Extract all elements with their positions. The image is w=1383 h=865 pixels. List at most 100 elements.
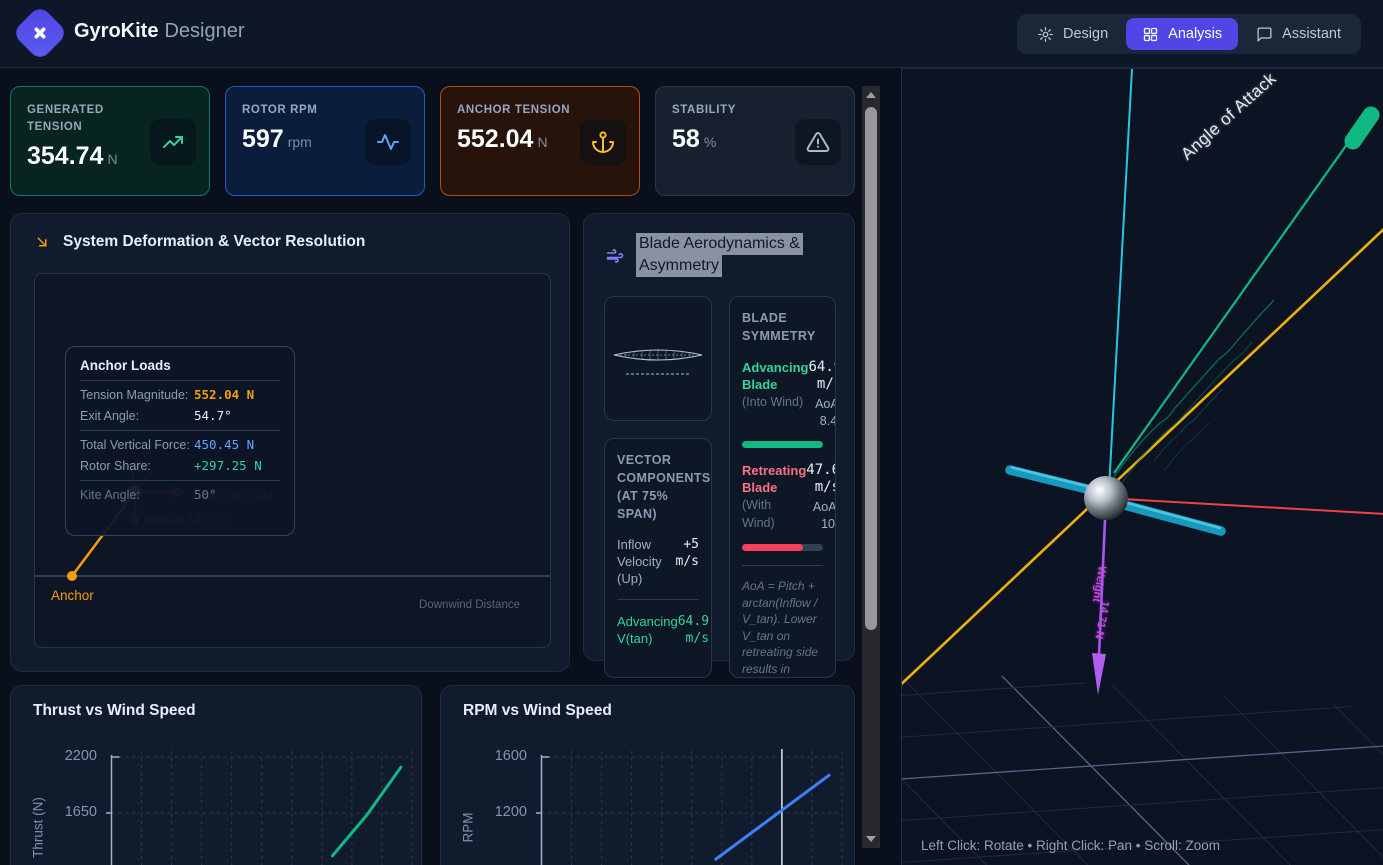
stat-unit: N — [107, 151, 118, 167]
rotor-share-value: +297.25 N — [194, 458, 262, 473]
inflow-value: +5 m/s — [675, 537, 699, 569]
advancing-bar — [742, 441, 823, 448]
panel-blade-aerodynamics: Blade Aerodynamics & Asymmetry VECTOR C — [583, 213, 855, 678]
advancing-aoa: AoA: 8.4° — [815, 397, 835, 428]
anchor-label: Anchor — [51, 588, 94, 603]
y-axis-label: Thrust (N) — [30, 797, 46, 858]
retreating-bar — [742, 544, 823, 551]
wind-axis — [1121, 498, 1383, 515]
advancing-blade-row: Advancing Blade (Into Wind) 64.9 m/s AoA: … — [742, 359, 835, 430]
anchor-loads-box: Anchor Loads Tension Magnitude: 552.04 N … — [65, 346, 295, 536]
grid-icon — [1143, 27, 1158, 41]
advancing-blade-sub: (Into Wind) — [742, 395, 804, 409]
arrow-down-right-icon — [37, 237, 47, 247]
y-tick: 2200 — [64, 748, 97, 764]
panel-title: System Deformation & Vector Resolution — [33, 233, 365, 251]
panel-title: Blade Aerodynamics & Asymmetry — [606, 233, 803, 277]
loads-row-rotor-share: Rotor Share: +297.25 N — [80, 458, 280, 473]
deformation-diagram: Drag 190.58N Weight 14.71N Anchor Downwi… — [34, 273, 551, 648]
chevron-up-icon — [866, 92, 876, 98]
panel-title-line2: Asymmetry — [636, 255, 722, 277]
stat-card-stability: STABILITY 58% — [655, 86, 855, 196]
anchor-point — [67, 571, 77, 581]
divider — [617, 599, 699, 600]
stat-card-anchor-tension: ANCHOR TENSION 552.04 N — [440, 86, 640, 196]
stat-label: GENERATED TENSION — [27, 104, 104, 133]
stat-value: 58% — [672, 125, 717, 153]
rotor-blades — [1005, 465, 1226, 536]
alert-triangle-icon — [795, 119, 841, 165]
y-tick: 1600 — [494, 748, 527, 764]
tab-assistant-label: Assistant — [1282, 26, 1341, 42]
advancing-speed: 64.9 m/s — [808, 359, 835, 392]
tab-assistant[interactable]: Assistant — [1240, 18, 1357, 50]
weight-arrowhead-3d — [1092, 653, 1106, 695]
exit-angle-value: 54.7° — [194, 408, 232, 423]
wind-icon — [606, 249, 624, 263]
loads-row-tension: Tension Magnitude: 552.04 N — [80, 387, 280, 402]
divider — [80, 430, 280, 431]
advancing-vtan-row: Advancing V(tan) 64.9 m/s — [617, 614, 710, 646]
loads-row-kite-angle: Kite Angle: 50° — [80, 487, 280, 502]
vector-components-heading: VECTOR COMPONENTS (AT 75% SPAN) — [617, 453, 711, 521]
anchor-loads-title: Anchor Loads — [80, 358, 280, 381]
kite-angle-value: 50° — [194, 487, 217, 502]
stat-card-generated-tension: GENERATED TENSION 354.74 N — [10, 86, 210, 196]
scroll-up-button[interactable] — [862, 86, 880, 104]
airfoil-caption — [626, 372, 690, 375]
vector-components-box: VECTOR COMPONENTS (AT 75% SPAN) Inflow V… — [604, 438, 712, 678]
anchor-icon — [580, 119, 626, 165]
page-title: GyroKite Designer — [74, 20, 245, 43]
chevron-down-icon — [866, 836, 876, 842]
stat-label: STABILITY — [672, 104, 736, 116]
tension-value: 552.04 N — [194, 387, 255, 402]
chat-icon — [1257, 26, 1272, 42]
blade-symmetry-box: BLADE SYMMETRY Advancing Blade (Into Wind… — [729, 296, 836, 678]
tab-analysis[interactable]: Analysis — [1126, 18, 1239, 50]
retreating-blade-sub: (With Wind) — [742, 498, 775, 530]
retreating-aoa: AoA: 10° — [812, 500, 836, 531]
tab-design[interactable]: Design — [1021, 18, 1124, 50]
aoa-note: AoA = Pitch + arctan(Inflow / V_tan). Lo… — [742, 565, 823, 677]
lift-arrowhead — [1344, 106, 1380, 150]
weight-vector-3d — [1097, 519, 1107, 656]
chart-thrust-vs-wind: Thrust vs Wind Speed 2200 1650 Thrust (N… — [10, 685, 422, 865]
loads-row-exit-angle: Exit Angle: 54.7° — [80, 408, 280, 423]
stat-unit: N — [537, 134, 548, 150]
retreating-speed: 47.6 m/s — [806, 462, 835, 495]
chart-rpm-vs-wind: RPM vs Wind Speed 1600 1200 RPM — [440, 685, 855, 865]
3d-viewport[interactable]: Angle of Attack Weight 14.71 N Left Clic… — [901, 68, 1383, 865]
thrust-plot — [106, 751, 413, 865]
floor-grid — [902, 667, 1383, 865]
streamlines — [1113, 299, 1275, 484]
y-axis-label: RPM — [460, 812, 476, 843]
scroll-down-button[interactable] — [862, 830, 880, 848]
y-tick: 1200 — [494, 804, 527, 820]
stat-value: 354.74 N — [27, 142, 118, 170]
stat-unit: rpm — [287, 134, 312, 150]
x-icon — [34, 27, 46, 39]
panel-title-line1: Blade Aerodynamics & — [636, 233, 803, 255]
stat-label: ANCHOR TENSION — [457, 104, 571, 116]
trending-up-icon — [150, 119, 196, 165]
retreating-blade-row: Retreating Blade(With Wind) 47.6 m/s AoA:… — [742, 462, 835, 533]
stat-value: 597 rpm — [242, 125, 312, 153]
stat-value: 552.04 N — [457, 125, 548, 153]
nav-group: Design Analysis Assistant — [1017, 14, 1361, 54]
chart-title: Thrust vs Wind Speed — [33, 702, 196, 719]
viewport-controls-hint: Left Click: Rotate • Right Click: Pan • … — [921, 838, 1221, 853]
brand-suffix: Designer — [164, 20, 245, 42]
vertical-scrollbar[interactable] — [862, 86, 880, 848]
tether-3d — [902, 228, 1383, 686]
inflow-row: Inflow Velocity (Up) +5 m/s — [617, 537, 699, 586]
divider — [80, 480, 280, 481]
gear-icon — [1038, 26, 1053, 42]
stat-card-rotor-rpm: ROTOR RPM 597 rpm — [225, 86, 425, 196]
rpm-plot — [536, 749, 843, 865]
dashboard-content: GENERATED TENSION 354.74 N ROTOR RPM 597 r… — [0, 68, 883, 865]
guy-line — [1108, 69, 1133, 490]
blade-symmetry-heading: BLADE SYMMETRY — [742, 311, 816, 343]
activity-icon — [365, 119, 411, 165]
scrollbar-thumb[interactable] — [865, 107, 877, 630]
